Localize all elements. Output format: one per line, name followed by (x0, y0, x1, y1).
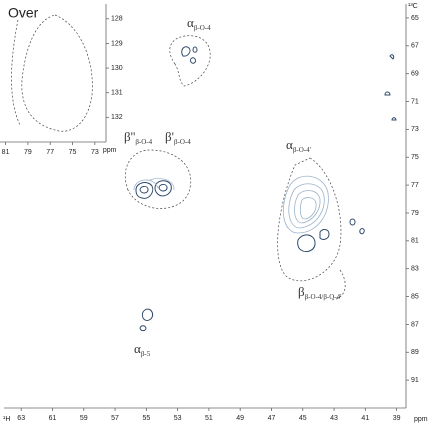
x-tick-label: 51 (205, 415, 213, 422)
x-tick-label: 81 (2, 149, 10, 156)
y-tick-label: 132 (111, 114, 123, 121)
annotation: β''β-O-4 (124, 129, 153, 146)
y-tick-label: 77 (411, 182, 419, 189)
x-tick-label: 57 (111, 415, 119, 422)
x-tick-label: 63 (17, 415, 25, 422)
annotation: αβ-O-4' (286, 137, 311, 154)
y-tick-label: 67 (411, 43, 419, 50)
annotation: αβ-5 (134, 341, 151, 358)
contours (124, 35, 397, 332)
y-tick-label: 129 (111, 40, 123, 47)
inset-title: Over (8, 5, 39, 21)
y-tick-label: 83 (411, 266, 419, 273)
x-tick-label: 73 (91, 149, 99, 156)
y-tick-label: 91 (411, 377, 419, 384)
y-tick-label: 73 (411, 126, 419, 133)
y-tick-label: 85 (411, 293, 419, 300)
x-tick-label: 59 (80, 415, 88, 422)
x-tick-label: 75 (69, 149, 77, 156)
annotation: αβ-O-4 (187, 15, 211, 32)
x-tick-label: 43 (330, 415, 338, 422)
x-unit: ppm (414, 416, 428, 423)
y-tick-label: 69 (411, 70, 419, 77)
x-tick-label: 49 (236, 415, 244, 422)
y-tick-label: 131 (111, 90, 123, 97)
y-tick-label: 75 (411, 154, 419, 161)
annotation: ββ-O-4/β-O-4' (298, 284, 341, 301)
x-tick-label: 53 (174, 415, 182, 422)
y-tick-label: 128 (111, 16, 123, 23)
y-tick-label: 79 (411, 210, 419, 217)
inset-contours (11, 14, 93, 132)
inset-x-label: ppm (103, 147, 117, 154)
x-tick-label: 45 (299, 415, 307, 422)
y-tick-label: 71 (411, 98, 419, 105)
x-tick-label: 47 (268, 415, 276, 422)
y-tick-label: 89 (411, 349, 419, 356)
y-tick-label: 130 (111, 65, 123, 72)
y-tick-label: 81 (411, 238, 419, 245)
x-tick-label: 61 (49, 415, 57, 422)
y-tick-label: 87 (411, 321, 419, 328)
x-tick-label: 77 (46, 149, 54, 156)
x-tick-label: 39 (393, 415, 401, 422)
inset-background (0, 0, 106, 142)
y-axis-label: ¹³C (408, 3, 418, 10)
x-tick-label: 79 (24, 149, 32, 156)
annotation: β'β-O-4 (165, 129, 191, 146)
y-tick-label: 65 (411, 15, 419, 22)
x-tick-label: 55 (142, 415, 150, 422)
x-tick-label: 41 (361, 415, 369, 422)
x-axis-label: ¹H (3, 416, 10, 423)
